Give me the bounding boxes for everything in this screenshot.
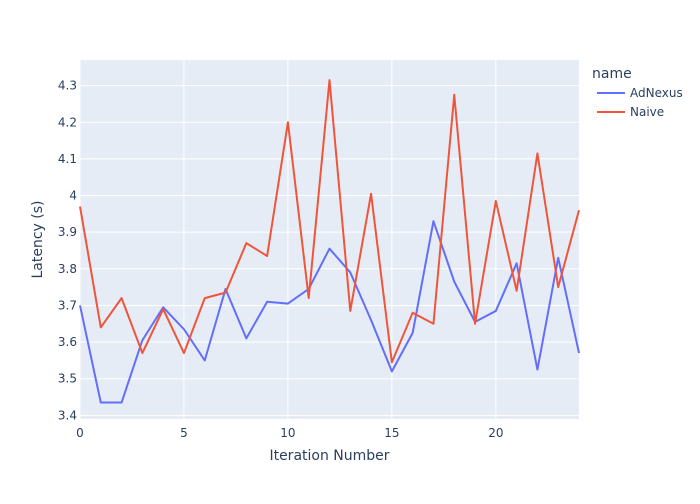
x-tick-label: 0 — [76, 426, 84, 440]
legend-label-naive[interactable]: Naive — [630, 105, 664, 119]
y-tick-label: 4.3 — [58, 79, 77, 93]
x-tick-label: 10 — [280, 426, 295, 440]
y-tick-label: 4 — [69, 189, 77, 203]
y-axis-title: Latency (s) — [30, 200, 46, 278]
y-tick-label: 4.1 — [58, 152, 77, 166]
series-line-naive[interactable] — [79, 79, 580, 364]
y-tick-labels: 3.4 3.5 3.6 3.7 3.8 3.9 4 4.1 4.2 4.3 — [58, 79, 77, 423]
y-tick-label: 3.6 — [58, 335, 77, 349]
x-tick-labels: 0 5 10 15 20 — [76, 426, 503, 440]
series-line-adnexus[interactable] — [79, 220, 580, 404]
legend: name AdNexus Naive — [592, 66, 683, 119]
legend-title: name — [592, 66, 632, 82]
x-axis-title: Iteration Number — [269, 448, 389, 464]
y-tick-label: 3.9 — [58, 225, 77, 239]
y-tick-label: 3.8 — [58, 262, 77, 276]
series-lines — [79, 79, 580, 404]
x-tick-label: 5 — [180, 426, 188, 440]
x-gridlines — [79, 60, 497, 419]
y-tick-label: 3.4 — [58, 408, 77, 422]
y-tick-label: 4.2 — [58, 115, 77, 129]
x-tick-label: 20 — [488, 426, 503, 440]
legend-label-adnexus[interactable]: AdNexus — [630, 86, 683, 100]
y-tick-label: 3.7 — [58, 298, 77, 312]
x-tick-label: 15 — [384, 426, 399, 440]
y-tick-label: 3.5 — [58, 372, 77, 386]
